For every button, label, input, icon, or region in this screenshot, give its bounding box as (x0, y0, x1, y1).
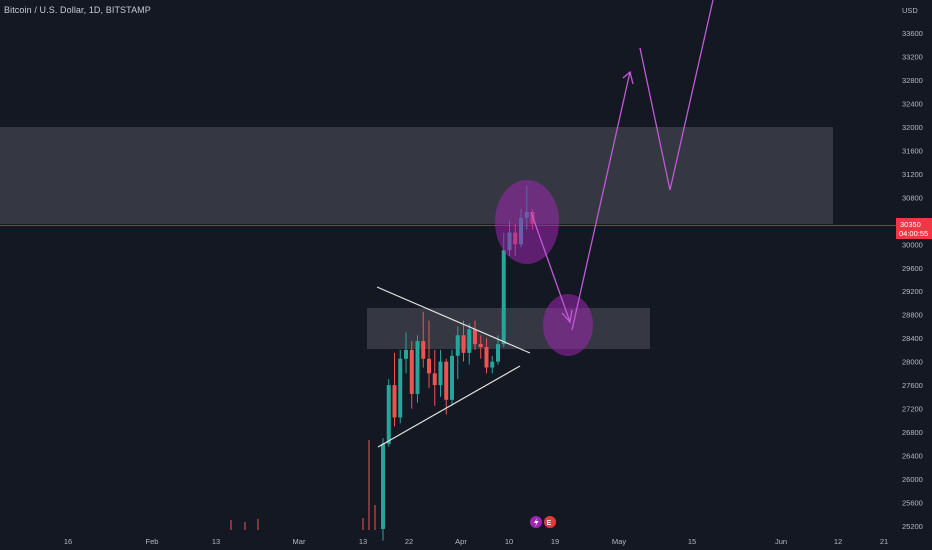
candle-body[interactable] (496, 344, 500, 362)
y-tick-label: 33200 (902, 52, 923, 61)
candle-body[interactable] (467, 329, 472, 353)
x-tick-label: 10 (505, 537, 513, 546)
candle-body[interactable] (432, 373, 437, 386)
y-tick-label: 28800 (902, 311, 923, 320)
arrow-head-retest (561, 309, 573, 324)
candle-body[interactable] (455, 335, 460, 356)
y-tick-label: 32000 (902, 123, 923, 132)
candle-body[interactable] (444, 361, 449, 400)
y-tick-label: 28000 (902, 358, 923, 367)
x-tick-label: 22 (405, 537, 413, 546)
axis-currency-label: USD (902, 6, 918, 15)
x-tick-label: 13 (359, 537, 367, 546)
y-tick-label: 27200 (902, 405, 923, 414)
y-tick-label: 32800 (902, 76, 923, 85)
projection-path-1[interactable] (530, 211, 571, 323)
y-tick-label: 26000 (902, 475, 923, 484)
candle-body[interactable] (478, 344, 483, 347)
projection-path-2[interactable] (571, 71, 631, 331)
y-tick-label: 25200 (902, 522, 923, 531)
y-tick-label: 30000 (902, 240, 923, 249)
support-zone[interactable] (367, 308, 650, 349)
x-tick-label: Jun (775, 537, 787, 546)
event-icons[interactable]: E (530, 516, 556, 528)
y-tick-label: 29600 (902, 264, 923, 273)
y-tick-label: 25600 (902, 499, 923, 508)
earnings-icon[interactable] (544, 516, 556, 528)
x-tick-label: Mar (293, 537, 306, 546)
x-tick-label: Apr (455, 537, 467, 546)
y-tick-label: 29200 (902, 287, 923, 296)
price-tag-countdown: 04:00:55 (899, 229, 928, 238)
candle-body[interactable] (450, 355, 454, 400)
x-tick-label: 13 (212, 537, 220, 546)
y-tick-label: 27600 (902, 381, 923, 390)
candle-body[interactable] (386, 385, 391, 444)
x-tick-label: 21 (880, 537, 888, 546)
y-tick-label: 33600 (902, 29, 923, 38)
y-tick-label: 26400 (902, 452, 923, 461)
y-tick-label: 28400 (902, 334, 923, 343)
candle-body[interactable] (461, 335, 466, 353)
x-tick-label: 19 (551, 537, 559, 546)
x-tick-label: May (612, 537, 626, 546)
price-axis[interactable]: 25200 25600 26000 26400 26800 27200 27600 28000… (902, 29, 923, 531)
y-tick-label: 31200 (902, 170, 923, 179)
highlight-circle-top[interactable] (495, 180, 559, 264)
candle-body[interactable] (490, 361, 495, 368)
candle-body[interactable] (381, 443, 385, 529)
candle-body[interactable] (484, 346, 489, 368)
candle-body[interactable] (501, 250, 506, 345)
price-tag-value: 30350 (900, 220, 921, 229)
resistance-zone[interactable] (0, 127, 833, 224)
candle-body[interactable] (398, 358, 403, 418)
x-tick-label: Feb (146, 537, 159, 546)
arrow-head-up (622, 70, 634, 85)
price-tag: 30350 04:00:55 (896, 218, 932, 239)
candle-body[interactable] (392, 385, 397, 418)
upper-trendline[interactable] (376, 286, 531, 354)
lower-trendline[interactable] (377, 365, 521, 448)
highlight-circle-retest[interactable] (543, 294, 593, 356)
early-wicks (230, 440, 376, 530)
y-tick-label: 31600 (902, 146, 923, 155)
candle-body[interactable] (421, 341, 426, 359)
candle-body[interactable] (409, 349, 414, 394)
candle-body[interactable] (404, 349, 408, 359)
projection-path-3[interactable] (639, 0, 714, 191)
candle-body[interactable] (415, 341, 420, 394)
x-tick-label: 15 (688, 537, 696, 546)
y-tick-label: 30800 (902, 193, 923, 202)
y-tick-label: 32400 (902, 99, 923, 108)
symbol-title: Bitcoin / U.S. Dollar, 1D, BITSTAMP (4, 5, 151, 15)
candle-body[interactable] (438, 361, 443, 386)
candlestick-series (381, 185, 535, 541)
x-tick-label: 12 (834, 537, 842, 546)
x-tick-label: 16 (64, 537, 72, 546)
candle-body[interactable] (473, 329, 477, 345)
y-tick-label: 26800 (902, 428, 923, 437)
date-axis[interactable]: 16 Feb 13 Mar 13 22 Apr 10 19 May 15 Jun 12 21 (64, 537, 888, 546)
svg-text:E: E (547, 520, 552, 527)
candle-body[interactable] (427, 358, 431, 374)
